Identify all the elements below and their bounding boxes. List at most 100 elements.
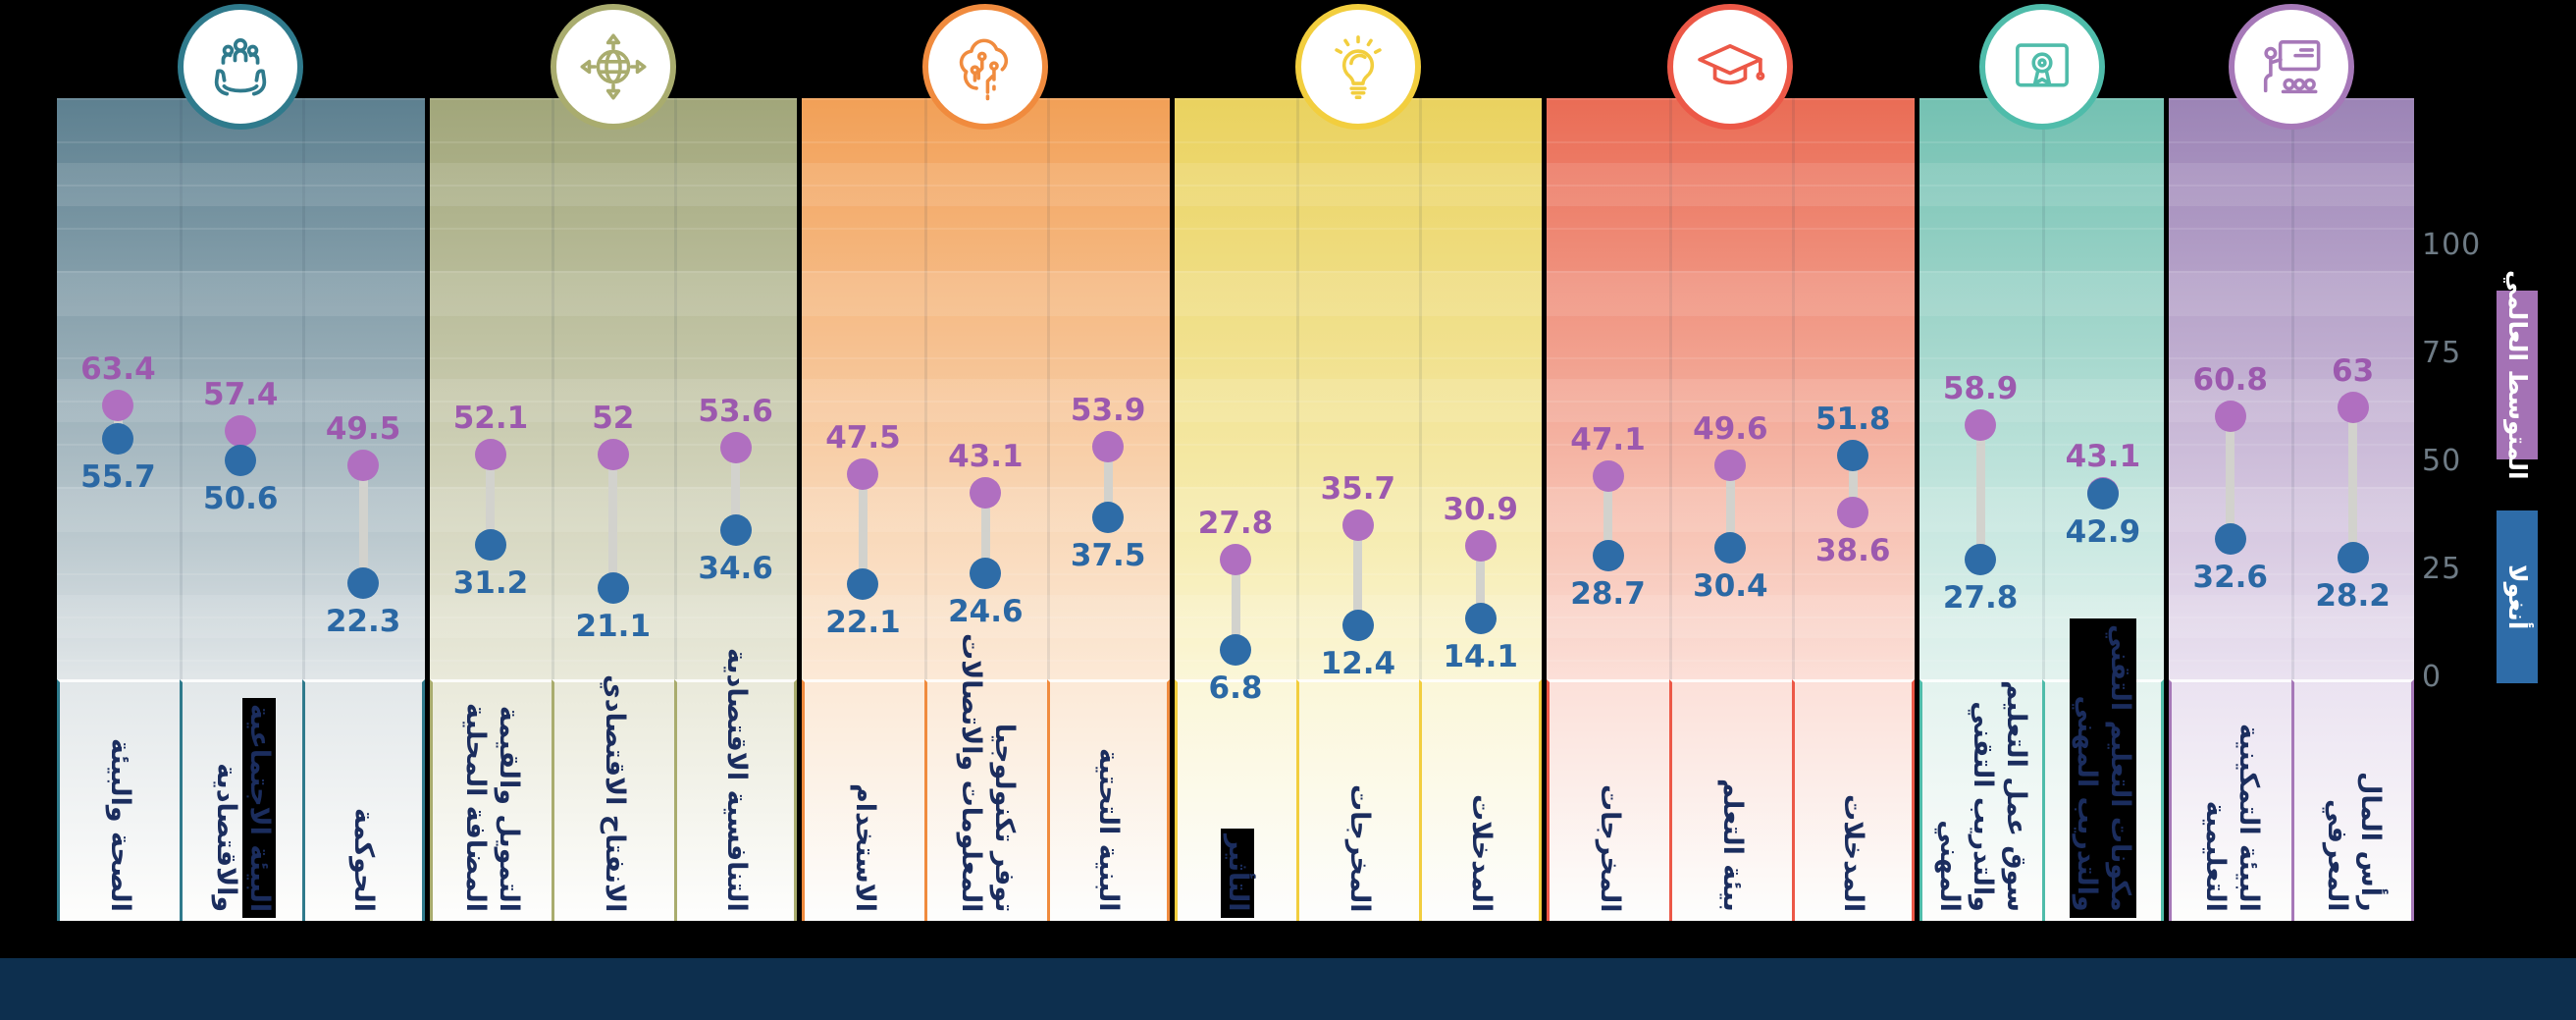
value-label-bottom: 24.6 bbox=[948, 593, 1024, 629]
category-label-line: الصحة والبيئة bbox=[104, 738, 135, 912]
category-label-line: سوق عمل التعليم bbox=[2000, 680, 2031, 912]
category-label-zone: رأس المال المعرفي bbox=[2291, 679, 2415, 921]
category-label-line: البيئة التمكينية bbox=[2234, 724, 2265, 912]
value-label-bottom: 55.7 bbox=[80, 458, 156, 495]
value-label-bottom: 37.5 bbox=[1070, 538, 1146, 573]
value-label-bottom: 27.8 bbox=[1942, 579, 2019, 616]
dumbbell-connector bbox=[113, 405, 123, 439]
world-average-dot bbox=[1341, 509, 1374, 541]
indicator-column: 58.9 27.8 سوق عمل التعليم والتدريب التقني ال… bbox=[1919, 98, 2042, 921]
category-label: الصحة والبيئة bbox=[103, 732, 136, 918]
gridline-bands bbox=[1046, 98, 1170, 679]
world-average-dot bbox=[847, 458, 879, 490]
world-average-dot bbox=[1220, 543, 1252, 575]
category-label: المخرجات bbox=[1342, 778, 1376, 918]
value-label-bottom: 21.1 bbox=[575, 609, 652, 645]
category-label-zone: البيئة التمكينية التعليمية bbox=[2169, 679, 2292, 921]
category-label-line: المخرجات bbox=[1595, 784, 1626, 913]
value-label-top: 27.8 bbox=[1197, 505, 1274, 541]
category-label-line: والاقتصادية bbox=[210, 763, 241, 913]
indicator-column: 53.9 37.5 البنية التحتية bbox=[1046, 98, 1170, 921]
world-average-dot bbox=[347, 450, 380, 482]
legend-country-label: أنغولا bbox=[2503, 564, 2532, 630]
category-label: الحوكمة bbox=[346, 802, 380, 918]
dumbbell-connector bbox=[1725, 464, 1735, 549]
category-label-line: والتدريب المهني bbox=[2069, 618, 2103, 918]
pillar-group: 60.8 32.6 البيئة التمكينية التعليمية 63 28.2 ر… bbox=[2169, 4, 2415, 921]
value-label-bottom: 30.4 bbox=[1693, 568, 1768, 605]
category-label-zone: المخرجات bbox=[1547, 679, 1669, 921]
country-dot bbox=[225, 445, 257, 477]
category-label-line: التأثير bbox=[1220, 829, 1254, 918]
country-dot bbox=[1592, 539, 1624, 571]
country-dot bbox=[1092, 502, 1125, 533]
category-label-line: رأس المال bbox=[2354, 772, 2386, 912]
category-label-zone: الانفتاح الاقتصادي bbox=[552, 674, 675, 921]
category-label-line: والتدريب التقني bbox=[1967, 701, 1998, 912]
category-label-zone: مكونات التعليم التقني والتدريب المهني bbox=[2041, 618, 2165, 921]
indicator-column: 43.1 24.6 توفر تكنولوجيا المعلومات والاتصال… bbox=[923, 98, 1047, 921]
category-label-line: الاستخدام bbox=[849, 783, 880, 913]
category-label: المدخلات bbox=[1464, 788, 1498, 918]
value-label-top: 52.1 bbox=[452, 400, 529, 436]
value-label-top: 63 bbox=[2332, 352, 2375, 389]
pillar-group: 63.4 55.7 الصحة والبيئة 57.4 50.6 البيئة الاج… bbox=[57, 4, 425, 921]
value-label-bottom: 28.2 bbox=[2315, 577, 2391, 614]
world-average-dot bbox=[970, 477, 1002, 510]
indicator-column: 53.6 34.6 التنافسية الاقتصادية bbox=[674, 98, 798, 921]
category-label-line: المدخلات bbox=[1838, 794, 1869, 913]
world-average-dot bbox=[1464, 530, 1497, 563]
category-label-zone: المخرجات bbox=[1296, 679, 1420, 921]
indicator-column: 43.1 42.9 مكونات التعليم التقني والتدريب ال… bbox=[2041, 98, 2165, 921]
axis-tick-label: 25 bbox=[2422, 552, 2462, 586]
category-label: البيئة التمكينية التعليمية bbox=[2198, 718, 2265, 918]
category-label: البيئة الاجتماعية والاقتصادية bbox=[209, 698, 276, 919]
country-dot bbox=[719, 513, 752, 546]
indicator-column: 47.1 28.7 المخرجات bbox=[1547, 98, 1669, 921]
dumbbell-connector bbox=[858, 474, 867, 584]
world-average-dot bbox=[225, 415, 257, 448]
pillar-group: 27.8 6.8 التأثير 35.7 12.4 المخرجات 30.9 14.1 ال… bbox=[1174, 4, 1543, 921]
graduation-cap-icon bbox=[1692, 28, 1768, 105]
gridline-bands bbox=[923, 98, 1047, 679]
people-in-hands-icon bbox=[202, 28, 279, 105]
indicator-column: 30.9 14.1 المدخلات bbox=[1419, 98, 1543, 921]
chart-plot-area: 63.4 55.7 الصحة والبيئة 57.4 50.6 البيئة الاج… bbox=[57, 4, 2415, 921]
indicator-column: 52.1 31.2 التمويل والقيمة المضافة المحلية bbox=[429, 98, 552, 921]
category-label-line: توفر تكنولوجيا bbox=[988, 723, 1020, 913]
gridline-bands bbox=[674, 98, 798, 679]
category-label-line: الانفتاح الاقتصادي bbox=[600, 674, 631, 913]
category-label-zone: التمويل والقيمة المضافة المحلية bbox=[429, 679, 552, 921]
world-average-dot bbox=[597, 439, 629, 471]
value-label-bottom: 22.3 bbox=[325, 603, 401, 639]
dumbbell-connector bbox=[731, 448, 741, 530]
value-label-bottom: 14.1 bbox=[1443, 638, 1518, 674]
country-dot bbox=[1220, 634, 1252, 667]
country-dot bbox=[1714, 532, 1747, 564]
dumbbell-connector bbox=[608, 455, 618, 589]
category-label: المخرجات bbox=[1593, 778, 1626, 918]
value-label-top: 60.8 bbox=[2192, 362, 2269, 399]
world-average-dot bbox=[719, 432, 752, 464]
dumbbell-connector bbox=[980, 493, 990, 573]
value-label-top: 63.4 bbox=[80, 351, 156, 388]
world-average-dot bbox=[1714, 449, 1747, 481]
country-dot bbox=[347, 566, 380, 599]
value-label-bottom: 12.4 bbox=[1320, 646, 1396, 682]
category-label-line: البنية التحتية bbox=[1093, 748, 1125, 912]
category-label-zone: البيئة الاجتماعية والاقتصادية bbox=[179, 679, 302, 921]
value-label-bottom: 28.7 bbox=[1570, 575, 1646, 612]
country-dot bbox=[970, 557, 1002, 589]
country-dot bbox=[2086, 478, 2119, 510]
value-label-top: 47.1 bbox=[1570, 421, 1646, 457]
category-label-zone: المدخلات bbox=[1419, 679, 1543, 921]
axis-tick-label: 50 bbox=[2422, 444, 2462, 478]
category-label: التأثير bbox=[1220, 829, 1254, 918]
value-label-top: 51.8 bbox=[1814, 402, 1891, 438]
dumbbell-connector bbox=[1103, 446, 1113, 517]
pillar-group: 47.5 22.1 الاستخدام 43.1 24.6 توفر تكنولوجيا ا… bbox=[802, 4, 1170, 921]
presentation-training-icon bbox=[2253, 28, 2330, 105]
country-dot bbox=[597, 572, 629, 605]
axis-tick-label: 0 bbox=[2422, 660, 2443, 694]
category-label-line: بيئة التعلم bbox=[1716, 778, 1748, 912]
